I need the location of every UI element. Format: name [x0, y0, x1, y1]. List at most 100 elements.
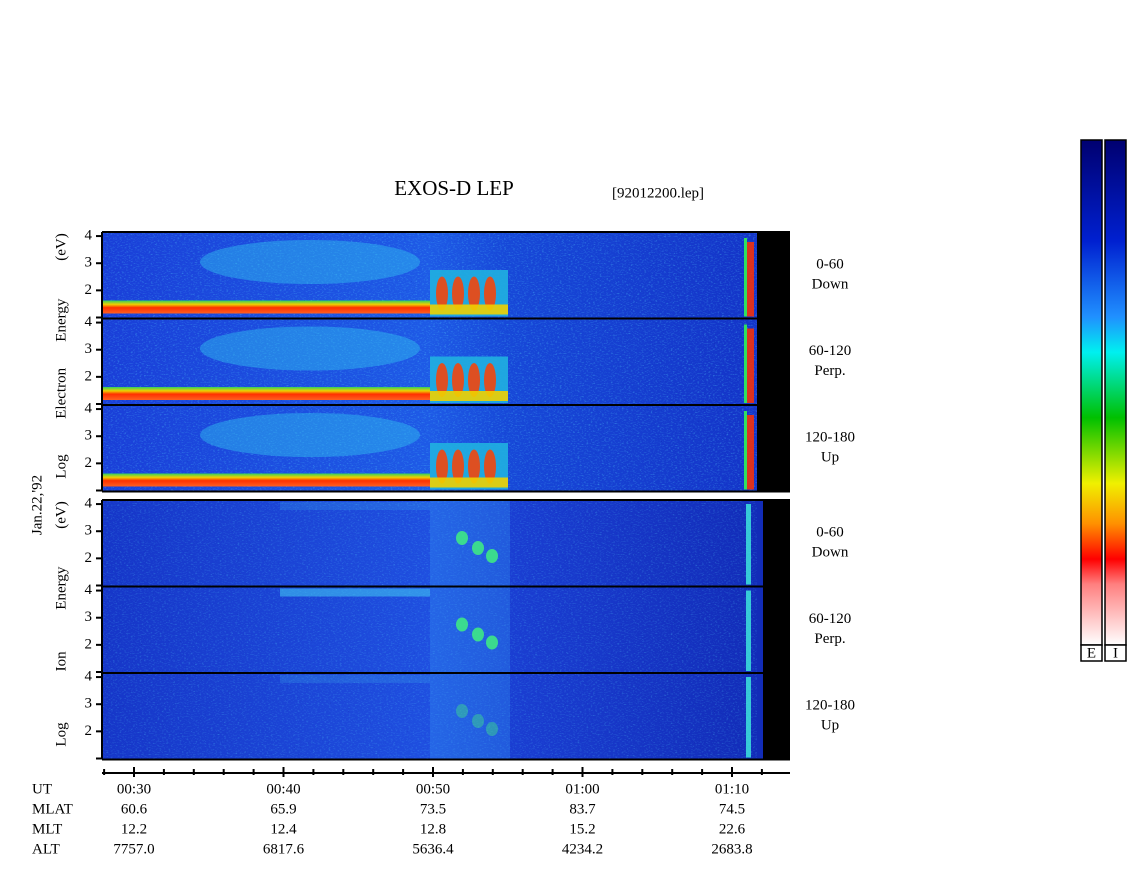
pitch-angle-label: 120-180: [805, 697, 855, 713]
flux-band: [430, 304, 508, 315]
flux-spike: [746, 328, 754, 403]
y-tick-label: 4: [85, 582, 93, 598]
flux-region: [200, 413, 420, 457]
pitch-angle-label: 60-120: [809, 343, 852, 359]
ephemeris-value: 60.6: [121, 801, 148, 817]
no-data: [763, 500, 790, 587]
flux-spike: [744, 411, 747, 490]
flux-region: [280, 502, 430, 510]
flux-spike: [746, 504, 751, 585]
flux-blob: [486, 722, 498, 736]
direction-label: Up: [821, 449, 839, 465]
flux-blob: [436, 449, 448, 484]
flux-blob: [472, 714, 484, 728]
y-axis-label: Log: [53, 722, 69, 747]
spectrogram-dropouts: [102, 586, 757, 672]
flux-spike: [746, 590, 751, 671]
y-tick-label: 2: [85, 368, 93, 384]
y-axis-label: Electron: [53, 367, 69, 418]
ephemeris-value: 74.5: [719, 801, 745, 817]
flux-blob: [456, 617, 468, 632]
title: EXOS-D LEP: [394, 176, 514, 200]
ephemeris-row-label: MLT: [32, 821, 62, 837]
pitch-angle-label: 120-180: [805, 429, 855, 445]
y-axis-label: Energy: [53, 298, 69, 342]
y-axis-label: Ion: [53, 651, 69, 671]
y-tick-label: 2: [85, 636, 93, 652]
color-bar: [1080, 139, 1103, 646]
flux-blob: [452, 363, 464, 397]
pitch-angle-label: 0-60: [816, 256, 844, 272]
no-data: [757, 232, 790, 319]
flux-band: [102, 300, 430, 314]
y-tick-label: 4: [85, 496, 93, 512]
ephemeris-value: 00:30: [117, 781, 151, 797]
color-bar-label-box: [1080, 644, 1103, 662]
flux-blob: [456, 531, 468, 545]
y-tick-label: 2: [85, 455, 93, 471]
y-axis-label: (eV): [53, 501, 69, 528]
pitch-angle-label: 60-120: [809, 611, 852, 627]
ephemeris-row-label: MLAT: [32, 801, 73, 817]
flux-blob: [486, 635, 498, 650]
flux-band: [430, 391, 508, 401]
flux-region: [200, 240, 420, 284]
ephemeris-value: 00:40: [266, 781, 300, 797]
date-label: Jan.22,'92: [29, 475, 45, 535]
flux-blob: [484, 363, 496, 397]
no-data: [763, 586, 790, 673]
flux-blob: [472, 541, 484, 555]
color-bar-label: E: [1087, 645, 1096, 661]
flux-region: [430, 586, 510, 672]
direction-label: Perp.: [814, 631, 845, 647]
flux-band: [102, 473, 430, 487]
y-tick-label: 4: [85, 228, 93, 244]
flux-blob: [436, 276, 448, 311]
y-tick-label: 3: [85, 428, 93, 444]
y-tick-label: 3: [85, 696, 93, 712]
y-tick-label: 4: [85, 401, 93, 417]
color-bar-label-box: [1104, 644, 1127, 662]
ephemeris-value: 12.2: [121, 821, 147, 837]
flux-blob: [472, 627, 484, 642]
y-axis-label: Log: [53, 454, 69, 479]
ephemeris-value: 15.2: [569, 821, 595, 837]
direction-label: Up: [821, 717, 839, 733]
flux-spike: [744, 238, 747, 317]
ephemeris-value: 5636.4: [412, 841, 454, 857]
flux-blob: [484, 276, 496, 311]
ephemeris-value: 01:10: [715, 781, 749, 797]
ephemeris-value: 22.6: [719, 821, 746, 837]
no-data: [763, 673, 790, 760]
y-tick-label: 2: [85, 282, 93, 298]
ephemeris-value: 65.9: [270, 801, 296, 817]
flux-blob: [468, 276, 480, 311]
flux-band: [430, 477, 508, 488]
color-bar: [1104, 139, 1127, 646]
direction-label: Down: [812, 276, 849, 292]
ephemeris-value: 00:50: [416, 781, 450, 797]
flux-region: [200, 326, 420, 371]
y-tick-label: 3: [85, 609, 93, 625]
pitch-angle-label: 0-60: [816, 524, 844, 540]
flux-blob: [452, 449, 464, 484]
ephemeris-value: 6817.6: [263, 841, 305, 857]
no-data: [757, 318, 790, 405]
ephemeris-value: 83.7: [569, 801, 596, 817]
flux-region: [430, 500, 510, 586]
y-tick-label: 2: [85, 550, 93, 566]
ephemeris-row-label: UT: [32, 781, 52, 797]
y-tick-label: 4: [85, 669, 93, 685]
flux-band: [102, 387, 430, 400]
flux-blob: [452, 276, 464, 311]
y-tick-label: 3: [85, 523, 93, 539]
color-bar-label: I: [1113, 645, 1118, 661]
flux-blob: [436, 363, 448, 397]
ephemeris-row-label: ALT: [32, 841, 60, 857]
flux-spike: [744, 324, 747, 403]
file-name: [92012200.lep]: [612, 185, 704, 201]
ephemeris-value: 73.5: [420, 801, 446, 817]
flux-region: [430, 673, 510, 759]
ephemeris-value: 2683.8: [711, 841, 752, 857]
